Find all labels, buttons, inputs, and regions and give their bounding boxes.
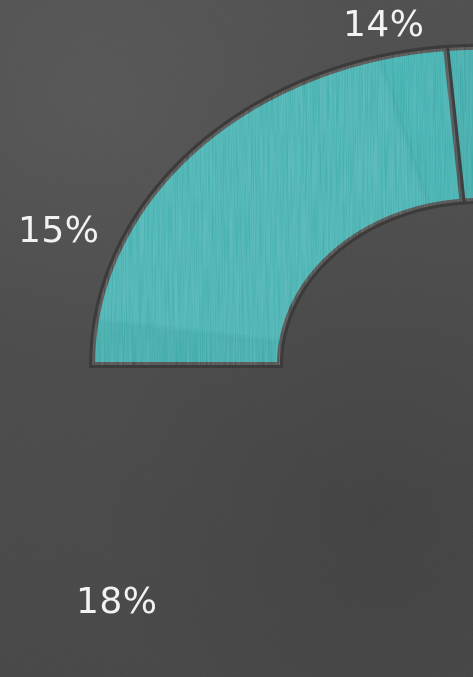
- slice-label-3: 18%: [76, 581, 158, 622]
- donut-slice-texture-3: [92, 48, 463, 366]
- slice-label-1: 14%: [343, 4, 425, 45]
- slice-label-2: 15%: [18, 210, 100, 251]
- chart-slices: [88, 43, 473, 368]
